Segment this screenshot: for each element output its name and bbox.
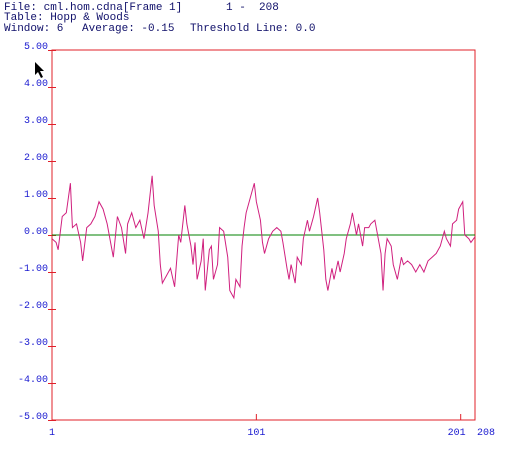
y-tick-label: 5.00 xyxy=(24,42,48,53)
average-label: Average: -0.15 xyxy=(82,23,174,35)
x-tick-label: 208 xyxy=(477,428,495,439)
cursor xyxy=(35,62,44,78)
y-tick-label: -5.00 xyxy=(18,412,48,423)
y-tick-label: 0.00 xyxy=(24,227,48,238)
y-tick-label: -1.00 xyxy=(18,264,48,275)
y-tick-label: 4.00 xyxy=(24,79,48,90)
window-label: Window: 6 xyxy=(4,23,63,35)
x-tick-label: 101 xyxy=(247,428,265,439)
range-label: 1 - 208 xyxy=(226,2,279,14)
y-tick-label: 2.00 xyxy=(24,153,48,164)
table-label: Table: Hopp & Woods xyxy=(4,12,129,24)
y-tick-label: 1.00 xyxy=(24,190,48,201)
threshold-label: Threshold Line: 0.0 xyxy=(190,23,315,35)
y-tick-label: -2.00 xyxy=(18,301,48,312)
y-tick-label: -3.00 xyxy=(18,338,48,349)
file-label: File: cml.hom.cdna[Frame 1] xyxy=(4,2,182,14)
y-tick-label: 3.00 xyxy=(24,116,48,127)
data-line xyxy=(51,175,476,300)
y-tick-label: -4.00 xyxy=(18,375,48,386)
x-tick-label: 1 xyxy=(49,428,55,439)
x-tick-label: 201 xyxy=(448,428,466,439)
